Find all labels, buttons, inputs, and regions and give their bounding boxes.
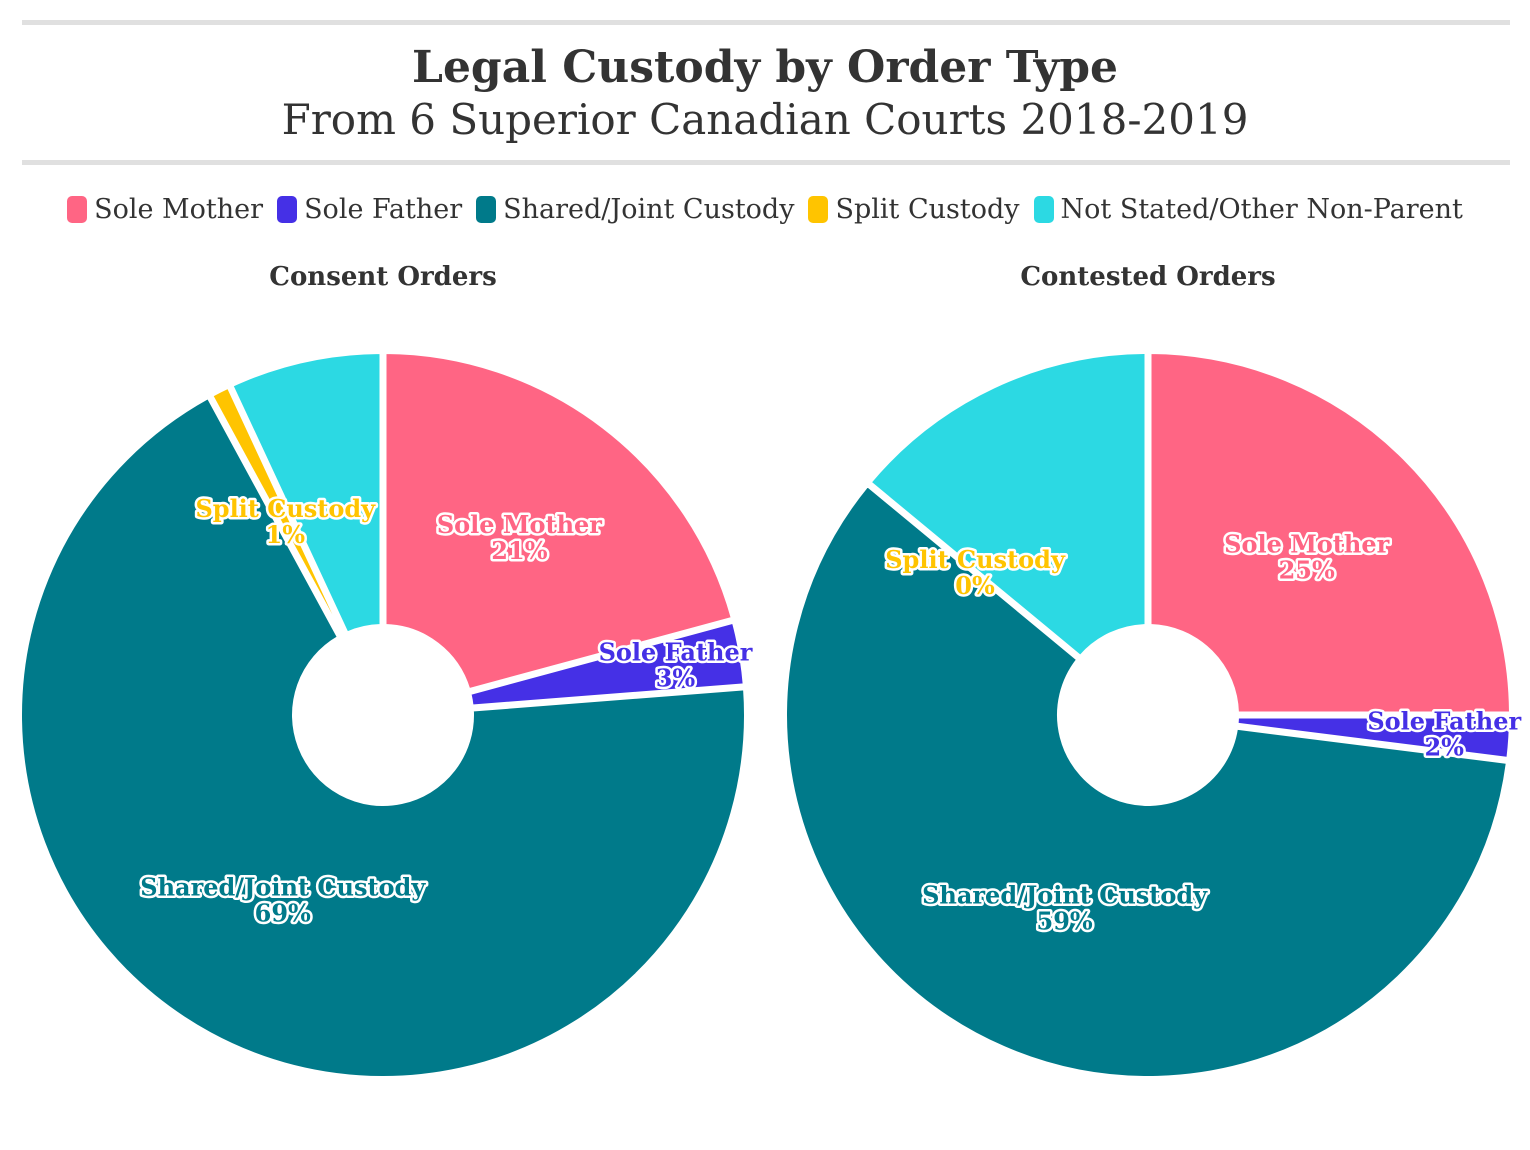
- legend-item-sole-father[interactable]: Sole Father: [277, 194, 462, 225]
- legend-label: Split Custody: [835, 194, 1020, 225]
- legend-label: Not Stated/Other Non-Parent: [1060, 194, 1463, 225]
- data-value-sole-mother: 21%: [491, 536, 547, 565]
- data-label-split-custody: Split Custody: [885, 545, 1066, 574]
- slice-sole-father[interactable]: [469, 621, 745, 707]
- slice-sole-mother[interactable]: [384, 352, 733, 691]
- legend-swatch: [808, 196, 829, 223]
- legend-label: Shared/Joint Custody: [503, 194, 795, 225]
- data-label-sole-father: Sole Father: [1367, 707, 1521, 736]
- data-label-shared-joint-custody: Shared/Joint Custody: [140, 872, 426, 901]
- slice-split-custody[interactable]: [211, 386, 344, 636]
- legend-item-split-custody[interactable]: Split Custody: [808, 194, 1020, 225]
- data-label-sole-mother: Sole Mother: [1224, 529, 1389, 558]
- slice-shared-joint-custody[interactable]: [20, 397, 746, 1078]
- data-value-shared-joint-custody: 69%: [255, 898, 311, 927]
- data-value-sole-mother: 25%: [1279, 555, 1335, 584]
- data-value-sole-father: 3%: [656, 663, 696, 692]
- legend-label: Sole Father: [304, 194, 463, 225]
- legend-swatch: [476, 196, 497, 223]
- legend-swatch: [1033, 196, 1054, 223]
- bottom-rule: [22, 160, 1510, 165]
- data-value-split-custody: 1%: [266, 520, 306, 549]
- legend: Sole Mother Sole Father Shared/Joint Cus…: [0, 194, 1530, 225]
- data-label-split-custody: Split Custody: [195, 494, 376, 523]
- slice-shared-joint-custody[interactable]: [785, 485, 1508, 1079]
- data-value-split-custody: 0%: [955, 571, 995, 600]
- contested-orders-title: Contested Orders: [1020, 262, 1276, 292]
- legend-swatch: [277, 196, 298, 223]
- consent-orders-title: Consent Orders: [269, 262, 497, 292]
- slice-sole-father[interactable]: [1236, 716, 1511, 759]
- legend-label: Sole Mother: [94, 194, 264, 225]
- data-label-sole-mother: Sole Mother: [437, 510, 602, 539]
- data-value-sole-father: 2%: [1424, 733, 1464, 762]
- legend-item-shared-joint-custody[interactable]: Shared/Joint Custody: [476, 194, 794, 225]
- slice-sole-mother[interactable]: [1149, 352, 1511, 714]
- legend-item-not-stated-other[interactable]: Not Stated/Other Non-Parent: [1033, 194, 1463, 225]
- chart-subtitle: From 6 Superior Canadian Courts 2018-201…: [281, 95, 1249, 144]
- slice-not-stated-other[interactable]: [869, 352, 1147, 657]
- legend-item-sole-mother[interactable]: Sole Mother: [67, 194, 263, 225]
- data-value-shared-joint-custody: 59%: [1037, 907, 1093, 936]
- chart-title: Legal Custody by Order Type: [412, 42, 1118, 93]
- data-label-sole-father: Sole Father: [599, 637, 753, 666]
- top-rule: [22, 20, 1510, 25]
- legend-swatch: [67, 196, 88, 223]
- data-label-shared-joint-custody: Shared/Joint Custody: [922, 881, 1208, 910]
- slice-not-stated-other[interactable]: [231, 352, 382, 634]
